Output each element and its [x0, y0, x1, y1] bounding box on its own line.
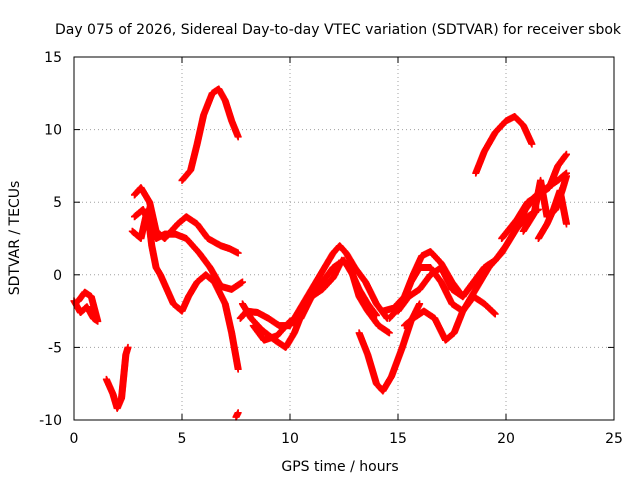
- series-arc-k: [355, 300, 424, 395]
- x-tick-label: 25: [605, 431, 623, 447]
- x-tick-label: 10: [281, 431, 299, 447]
- series-arc-c: [178, 85, 242, 184]
- series-arc-p: [472, 113, 536, 177]
- data-points: [70, 85, 570, 421]
- y-tick-label: 15: [44, 50, 62, 66]
- series-arc-e: [130, 184, 242, 257]
- x-tick-label: 5: [178, 431, 187, 447]
- data-point: [124, 343, 132, 351]
- data-point: [562, 220, 570, 228]
- x-axis: 0 5 10 15 20 25: [70, 57, 623, 447]
- y-tick-label: 10: [44, 123, 62, 139]
- y-tick-label: -5: [48, 340, 62, 356]
- series-arc-j: [249, 256, 393, 344]
- y-axis-label: SDTVAR / TECUs: [7, 181, 23, 296]
- chart-title: Day 075 of 2026, Sidereal Day-to-day VTE…: [55, 22, 622, 38]
- series-arc-f: [130, 205, 246, 293]
- data-point: [416, 300, 424, 308]
- plot-frame: [73, 56, 615, 421]
- series-arc-o: [400, 293, 499, 344]
- series-arc-s: [534, 187, 570, 242]
- data-point: [491, 310, 499, 318]
- data-point: [562, 150, 570, 158]
- data-point: [385, 329, 393, 337]
- y-tick-label: -10: [39, 413, 62, 429]
- series-arc-d: [232, 409, 242, 421]
- data-point: [234, 133, 242, 141]
- series-arc-a: [70, 288, 102, 325]
- x-tick-label: 20: [497, 431, 515, 447]
- series-arc-h: [236, 242, 391, 330]
- x-axis-label: GPS time / hours: [281, 459, 398, 475]
- series-arc-b: [102, 343, 132, 412]
- data-point: [238, 278, 246, 286]
- series-arc-g: [128, 205, 242, 373]
- y-tick-label: 0: [53, 268, 62, 284]
- data-point: [74, 297, 82, 305]
- x-tick-label: 15: [389, 431, 407, 447]
- data-point: [234, 365, 242, 373]
- x-tick-label: 0: [70, 431, 79, 447]
- y-axis: -10 -5 0 5 10 15: [39, 50, 614, 429]
- data-point: [234, 249, 242, 257]
- data-point: [528, 140, 536, 148]
- data-point: [234, 409, 242, 417]
- data-point: [562, 172, 570, 180]
- y-tick-label: 5: [53, 195, 62, 211]
